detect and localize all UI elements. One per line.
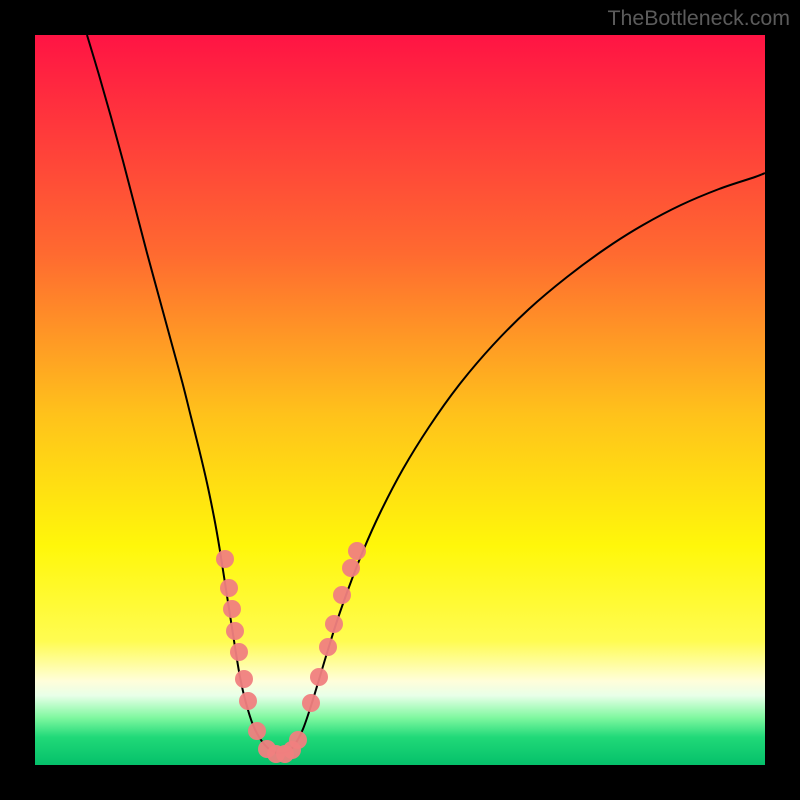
data-marker	[230, 643, 248, 661]
data-marker	[220, 579, 238, 597]
data-marker	[333, 586, 351, 604]
data-marker	[289, 731, 307, 749]
data-marker	[348, 542, 366, 560]
data-marker	[248, 722, 266, 740]
chart-plot-area	[35, 35, 765, 765]
data-marker	[302, 694, 320, 712]
data-marker	[325, 615, 343, 633]
data-marker	[239, 692, 257, 710]
data-marker	[216, 550, 234, 568]
watermark-text: TheBottleneck.com	[607, 6, 790, 31]
data-marker	[223, 600, 241, 618]
chart-svg	[35, 35, 765, 765]
data-marker	[310, 668, 328, 686]
data-marker	[235, 670, 253, 688]
chart-background	[35, 35, 765, 765]
data-marker	[226, 622, 244, 640]
data-marker	[319, 638, 337, 656]
chart-frame: TheBottleneck.com	[0, 0, 800, 800]
data-marker	[342, 559, 360, 577]
